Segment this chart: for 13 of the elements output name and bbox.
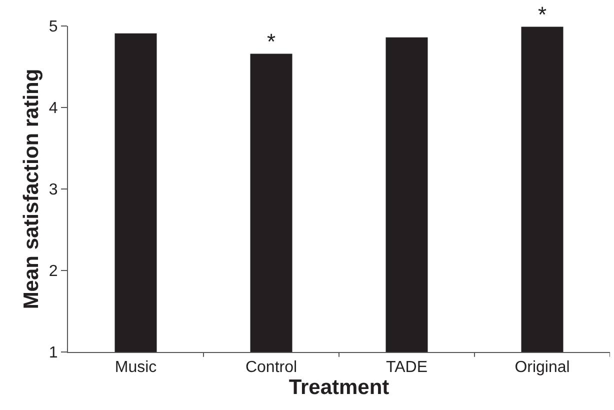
x-tick-label: TADE xyxy=(386,359,428,376)
y-tick-label: 5 xyxy=(48,18,58,36)
y-tick-label: 2 xyxy=(48,263,58,280)
x-tick-label: Music xyxy=(114,359,157,376)
annotation: * xyxy=(267,29,276,54)
y-tick-label: 3 xyxy=(48,182,58,199)
x-tick-label: Control xyxy=(245,359,298,376)
x-axis-title: Treatment xyxy=(288,376,390,400)
y-axis-title: Mean satisfaction rating xyxy=(20,68,44,310)
x-tick-label: Original xyxy=(514,359,570,376)
y-tick-label: 1 xyxy=(48,344,58,362)
annotation: * xyxy=(538,2,547,27)
y-tick-label: 4 xyxy=(48,100,58,118)
